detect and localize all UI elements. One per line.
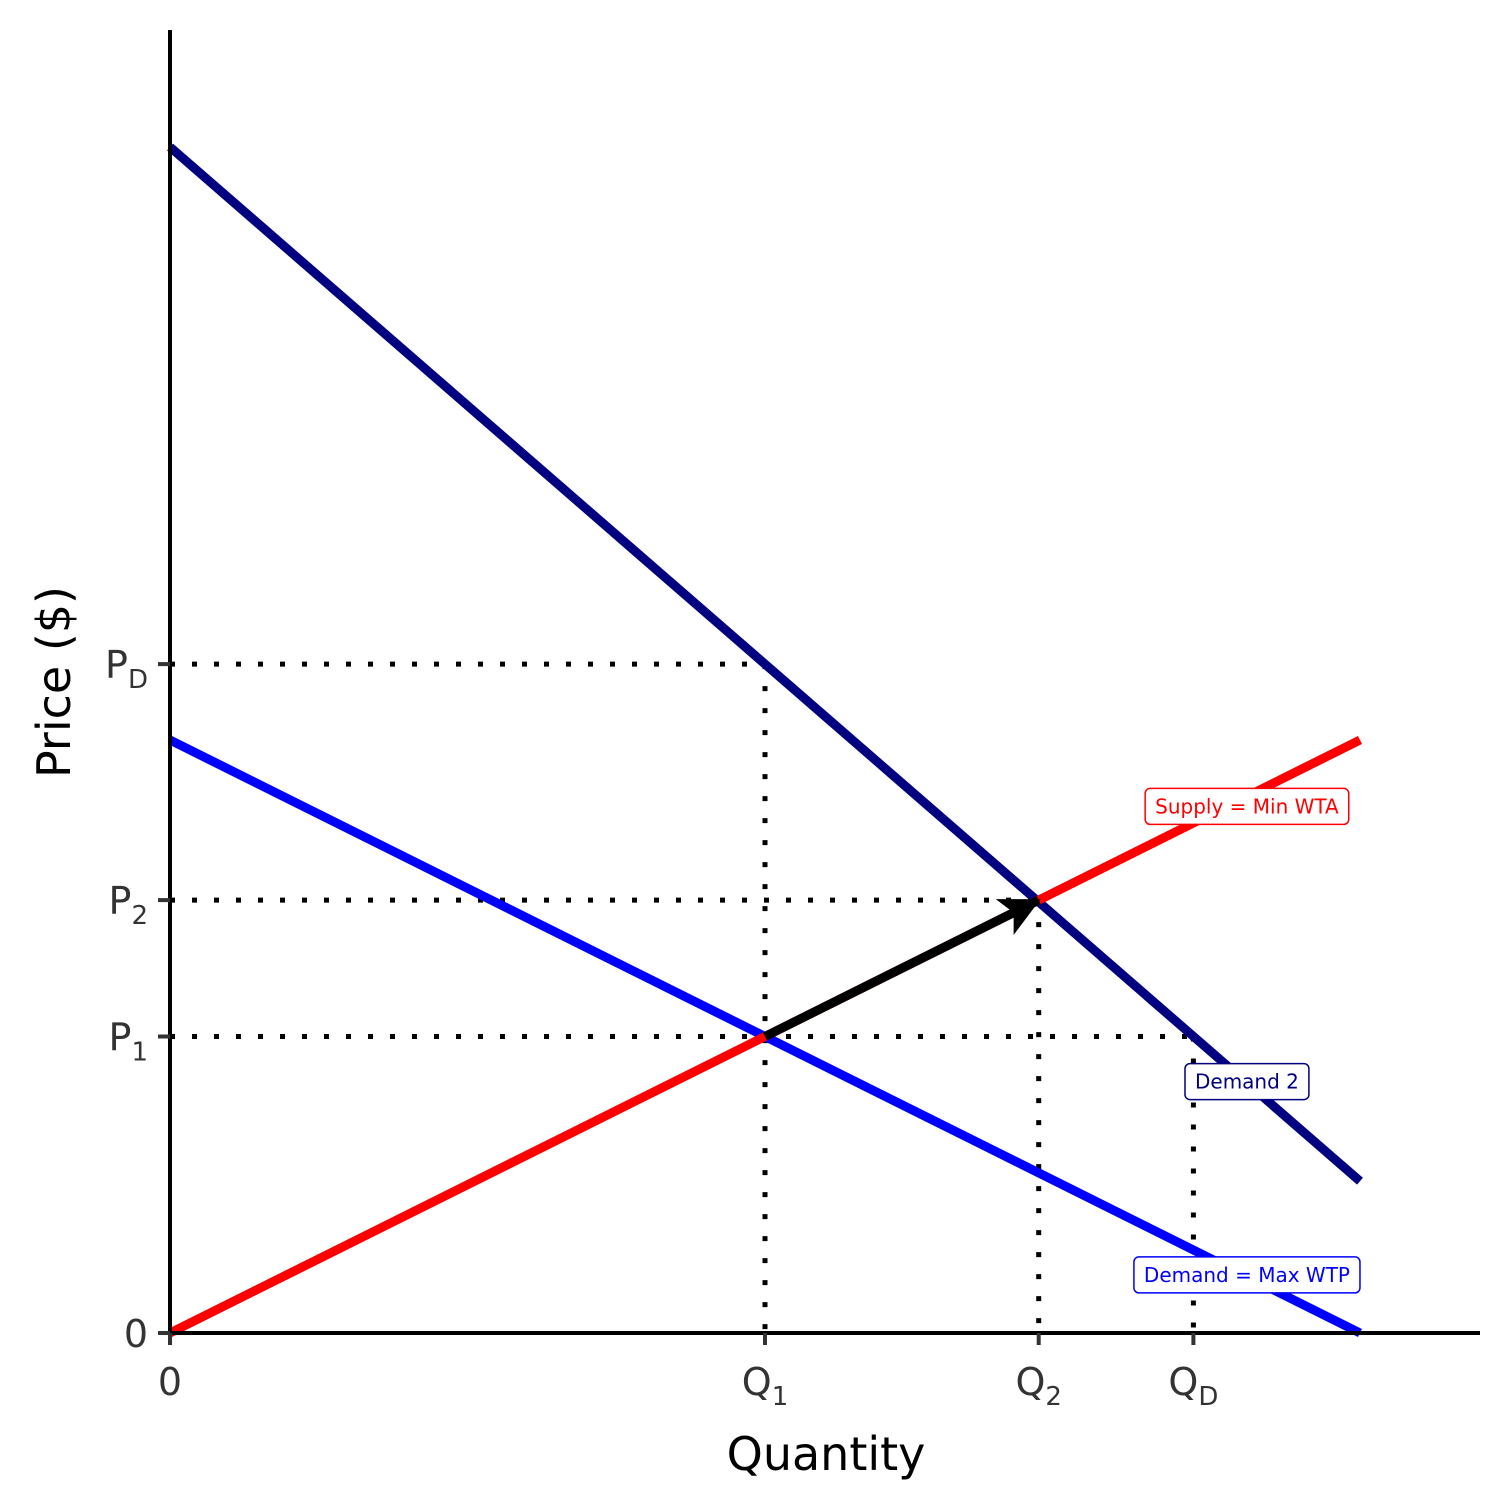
curve-label-text: Supply = Min WTA (1155, 794, 1339, 818)
curve-label-box (1133, 1256, 1361, 1294)
x-tick-label: QD (1168, 1360, 1218, 1412)
shift-arrow-group (762, 896, 1041, 1041)
curve-labels: Supply = Min WTA Demand 2 Demand = Max WTP (1133, 787, 1361, 1294)
y-tick-label: P2 (109, 879, 148, 931)
y-tick-label: PD (105, 643, 148, 695)
axes (168, 30, 1480, 1335)
x-tick-label: 0 (158, 1360, 182, 1404)
curve-label-box (1184, 1062, 1310, 1101)
curve-label: Supply = Min WTA (1144, 787, 1350, 826)
x-axis-title: Quantity (727, 1427, 926, 1481)
curve-label: Demand 2 (1184, 1062, 1310, 1101)
shift-arrow (762, 896, 1041, 1041)
series-lines (167, 143, 1363, 1338)
x-tick-label: Q2 (1015, 1360, 1061, 1412)
tick-labels: 0 Q1 Q2 QD 0 P1 P2 PD (105, 643, 1218, 1412)
y-tick-label: P1 (109, 1016, 148, 1068)
series-line (167, 143, 1363, 1185)
x-tick-label: Q1 (742, 1360, 788, 1412)
curve-label: Demand = Max WTP (1133, 1256, 1361, 1294)
guide-lines (170, 661, 1196, 1333)
curve-label-box (1144, 787, 1350, 826)
curve-label-text: Demand 2 (1195, 1070, 1299, 1094)
y-tick-label: 0 (124, 1312, 148, 1356)
y-axis-title: Price ($) (27, 586, 81, 778)
curve-label-text: Demand = Max WTP (1144, 1263, 1350, 1287)
